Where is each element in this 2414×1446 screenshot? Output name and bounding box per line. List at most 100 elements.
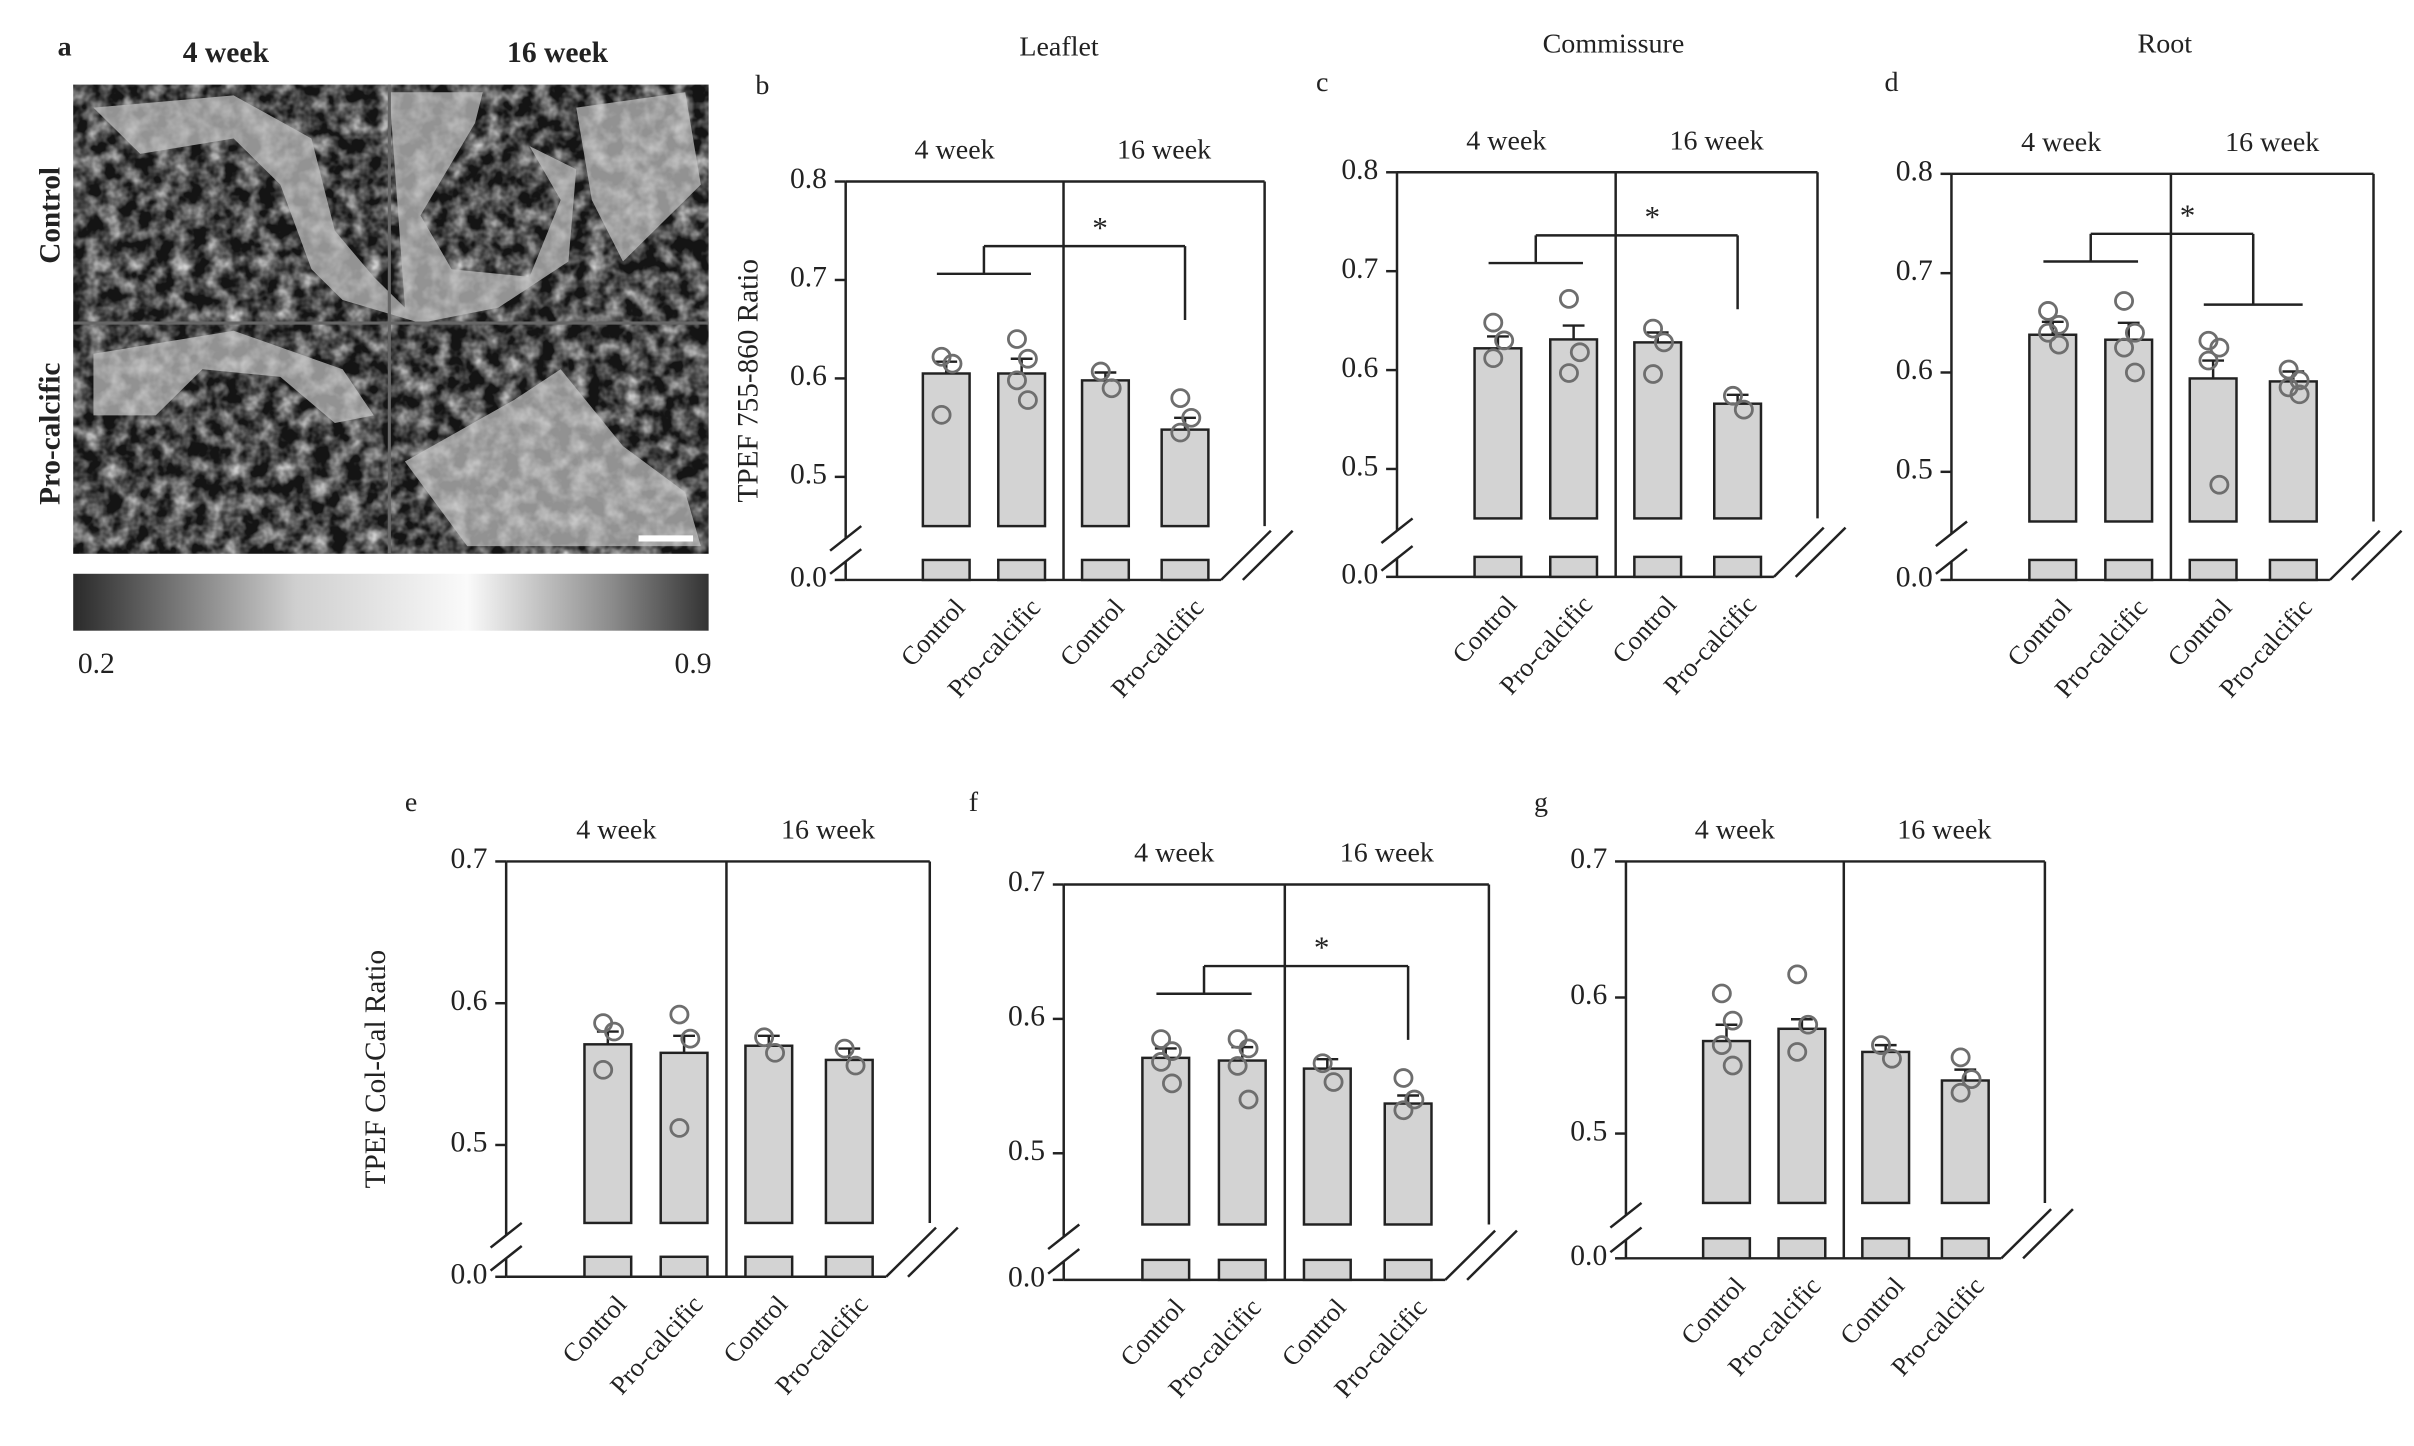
y-tick-label: 0.5 bbox=[1341, 451, 1378, 483]
data-point bbox=[2038, 322, 2059, 343]
x-tick-label: Control bbox=[1607, 590, 1683, 669]
y-axis-label: TPEF 755-860 Ratio bbox=[732, 259, 764, 502]
bar-base bbox=[1633, 555, 1683, 579]
axis-break bbox=[1220, 529, 1272, 581]
data-point bbox=[1798, 1014, 1819, 1035]
data-point bbox=[1961, 1069, 1982, 1089]
x-tick-label: Control bbox=[895, 593, 971, 672]
bar-base bbox=[1217, 1258, 1267, 1282]
data-point bbox=[754, 1027, 775, 1048]
bar-base bbox=[1141, 1258, 1191, 1282]
bar-base bbox=[2268, 558, 2318, 582]
data-point bbox=[1090, 361, 1111, 382]
axis-break bbox=[885, 1226, 937, 1278]
data-point bbox=[845, 1055, 866, 1076]
axis-break bbox=[1773, 526, 1825, 578]
axis-break bbox=[1935, 548, 1968, 575]
x-tick-label: Control bbox=[1675, 1272, 1751, 1351]
data-point bbox=[2209, 337, 2230, 358]
y-tick-label: 0.0 bbox=[790, 562, 827, 594]
x-tick-label: Control bbox=[1447, 590, 1523, 669]
y-tick-label: 0.7 bbox=[1896, 255, 1933, 287]
data-point bbox=[1017, 348, 1038, 369]
axis-break bbox=[1047, 1248, 1081, 1275]
data-point bbox=[834, 1038, 855, 1059]
y-tick-label: 0.5 bbox=[790, 459, 827, 491]
bar-base bbox=[824, 1255, 874, 1279]
data-point bbox=[1722, 1010, 1743, 1031]
axis-break bbox=[2022, 1208, 2074, 1260]
data-point bbox=[1711, 1035, 1732, 1055]
bar bbox=[744, 1044, 794, 1225]
bar bbox=[824, 1058, 874, 1225]
column-label: 4 week bbox=[183, 37, 270, 69]
panel-label: e bbox=[405, 787, 417, 818]
y-tick-label: 0.6 bbox=[1341, 352, 1378, 384]
sig-label: * bbox=[2180, 198, 2196, 233]
panel-label: b bbox=[755, 70, 769, 101]
axis-break bbox=[1935, 520, 1968, 548]
axis-break bbox=[829, 525, 863, 552]
group-label: 16 week bbox=[781, 815, 875, 846]
group-label: 16 week bbox=[1669, 126, 1763, 157]
data-point bbox=[2289, 384, 2310, 405]
bar bbox=[1713, 402, 1763, 520]
bar bbox=[1861, 1050, 1911, 1205]
x-tick-label: Control bbox=[1115, 1293, 1191, 1372]
x-tick-label: Control bbox=[557, 1290, 633, 1369]
data-point bbox=[1162, 1073, 1182, 1094]
data-point bbox=[1151, 1029, 1172, 1049]
colorbar bbox=[73, 573, 709, 631]
data-point bbox=[1170, 388, 1191, 408]
group-label: 4 week bbox=[915, 135, 995, 166]
data-point bbox=[2114, 337, 2135, 358]
axis-break bbox=[1609, 1201, 1643, 1229]
data-point bbox=[1181, 407, 1202, 428]
bar-base bbox=[659, 1255, 709, 1279]
group-label: 4 week bbox=[1134, 838, 1214, 869]
bar-base bbox=[1080, 558, 1131, 582]
axis-break bbox=[1380, 517, 1414, 544]
y-tick-label: 0.8 bbox=[1341, 154, 1378, 186]
bar bbox=[1217, 1059, 1267, 1226]
column-label: 16 week bbox=[507, 37, 609, 69]
y-tick-label: 0.0 bbox=[450, 1259, 487, 1291]
y-tick-label: 0.5 bbox=[1896, 454, 1933, 486]
y-tick-label: 0.8 bbox=[790, 163, 827, 195]
data-point bbox=[1404, 1089, 1425, 1110]
group-label: 4 week bbox=[1466, 126, 1546, 157]
y-tick-label: 0.7 bbox=[1341, 253, 1378, 285]
data-point bbox=[2124, 322, 2145, 343]
data-point bbox=[2114, 291, 2135, 311]
data-point bbox=[1494, 330, 1515, 351]
bar bbox=[921, 372, 971, 528]
axis-break bbox=[1241, 529, 1294, 581]
data-point bbox=[1238, 1038, 1259, 1059]
data-point bbox=[593, 1059, 614, 1080]
axis-break bbox=[1444, 1229, 1497, 1281]
y-tick-label: 0.0 bbox=[1341, 559, 1378, 591]
tissue bbox=[93, 92, 701, 547]
panel-a: a 4 week 16 week Control Pro-calcific 0.… bbox=[35, 32, 712, 680]
panel-label: f bbox=[969, 787, 979, 818]
y-tick-label: 0.5 bbox=[1008, 1135, 1045, 1167]
data-point bbox=[1151, 1052, 1172, 1072]
data-point bbox=[1711, 983, 1732, 1004]
chart-title: Commissure bbox=[1543, 29, 1685, 60]
panel-label: d bbox=[1884, 67, 1898, 98]
bar-base bbox=[1701, 1237, 1752, 1260]
bar bbox=[1549, 338, 1599, 520]
data-point bbox=[1653, 332, 1674, 353]
data-point bbox=[942, 353, 963, 374]
bar bbox=[1383, 1102, 1433, 1226]
data-point bbox=[669, 1004, 690, 1025]
data-point bbox=[1558, 363, 1579, 383]
axis-break bbox=[2350, 529, 2403, 581]
bar-base bbox=[744, 1255, 794, 1279]
data-point bbox=[1881, 1048, 1902, 1069]
data-point bbox=[1101, 378, 1122, 399]
bar-base bbox=[1777, 1237, 1827, 1260]
y-tick-label: 0.5 bbox=[1570, 1115, 1607, 1147]
data-point bbox=[1227, 1029, 1248, 1049]
